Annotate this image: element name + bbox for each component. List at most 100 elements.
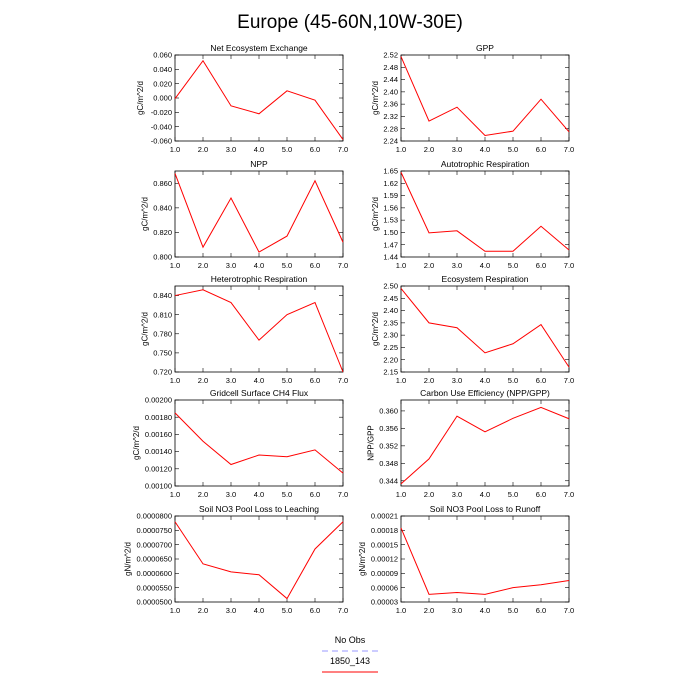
panel-title: Autotrophic Respiration bbox=[441, 159, 530, 169]
series-line bbox=[400, 56, 570, 137]
y-tick-label: 0.00015 bbox=[371, 540, 398, 549]
y-tick-label: 0.800 bbox=[153, 253, 172, 262]
x-tick-label: 4.0 bbox=[254, 261, 264, 270]
x-tick-label: 5.0 bbox=[282, 145, 292, 154]
x-tick-label: 5.0 bbox=[282, 376, 292, 385]
panel-title: Ecosystem Respiration bbox=[442, 274, 529, 284]
y-tick-label: 0.040 bbox=[153, 65, 172, 74]
y-tick-label: 2.52 bbox=[383, 51, 398, 60]
y-tick-label: 2.48 bbox=[383, 63, 398, 72]
y-tick-label: -0.040 bbox=[151, 122, 172, 131]
y-axis-label: gC/m^2/d bbox=[371, 197, 380, 231]
series-line bbox=[400, 406, 570, 485]
x-tick-label: 5.0 bbox=[508, 261, 518, 270]
y-tick-label: -0.060 bbox=[151, 137, 172, 146]
legend-label: No Obs bbox=[335, 635, 366, 645]
y-tick-label: 0.020 bbox=[153, 79, 172, 88]
x-tick-label: 3.0 bbox=[226, 261, 236, 270]
y-tick-label: 2.20 bbox=[383, 355, 398, 364]
y-tick-label: 0.0000550 bbox=[137, 583, 172, 592]
y-tick-label: 1.47 bbox=[383, 240, 398, 249]
panels-group: Net Ecosystem Exchange 1.0 2.0 3.0 4.0 5.0 6.0… bbox=[123, 43, 574, 615]
y-tick-label: 2.24 bbox=[383, 137, 398, 146]
x-tick-label: 7.0 bbox=[338, 261, 348, 270]
x-tick-label: 6.0 bbox=[310, 261, 320, 270]
x-tick-label: 6.0 bbox=[536, 376, 546, 385]
y-tick-label: 0.348 bbox=[379, 459, 398, 468]
legend-label: 1850_143 bbox=[330, 656, 370, 666]
x-tick-label: 7.0 bbox=[564, 490, 574, 499]
panel-7: Gridcell Surface CH4 Flux 1.0 2.0 3.0 4.0 5.0… bbox=[132, 388, 348, 499]
x-tick-label: 6.0 bbox=[310, 145, 320, 154]
y-tick-label: 0.860 bbox=[153, 179, 172, 188]
y-tick-label: 0.840 bbox=[153, 291, 172, 300]
plot-frame bbox=[400, 399, 570, 487]
panel-3: NPP 1.0 2.0 3.0 4.0 5.0 6.0 7.0 0.860 0.840 0.820 0… bbox=[141, 159, 349, 270]
y-tick-label: 2.30 bbox=[383, 331, 398, 340]
y-tick-label: 2.40 bbox=[383, 87, 398, 96]
panel-6: Ecosystem Respiration 1.0 2.0 3.0 4.0 5.0 6.0 7… bbox=[371, 274, 574, 385]
y-tick-label: 0.000 bbox=[153, 94, 172, 103]
x-tick-label: 1.0 bbox=[396, 145, 406, 154]
x-tick-label: 4.0 bbox=[254, 145, 264, 154]
y-tick-label: 0.00006 bbox=[371, 583, 398, 592]
panel-title: Soil NO3 Pool Loss to Leaching bbox=[199, 504, 319, 514]
panel-4: Autotrophic Respiration 1.0 2.0 3.0 4.0 5.0 6.… bbox=[371, 159, 574, 270]
series-line bbox=[174, 59, 344, 140]
x-tick-label: 3.0 bbox=[452, 490, 462, 499]
series-line bbox=[174, 289, 344, 373]
y-tick-label: 0.060 bbox=[153, 51, 172, 60]
y-tick-label: 2.32 bbox=[383, 112, 398, 121]
y-tick-label: 0.00021 bbox=[371, 512, 398, 521]
x-tick-label: 1.0 bbox=[170, 145, 180, 154]
y-tick-label: 1.62 bbox=[383, 179, 398, 188]
panel-title: Heterotrophic Respiration bbox=[211, 274, 308, 284]
x-tick-label: 5.0 bbox=[508, 490, 518, 499]
plot-frame bbox=[400, 170, 570, 258]
y-axis-label: gC/m^2/d bbox=[136, 81, 145, 115]
y-tick-label: 0.0000650 bbox=[137, 555, 172, 564]
plot-frame bbox=[174, 399, 344, 487]
y-tick-label: 0.00009 bbox=[371, 569, 398, 578]
x-tick-label: 4.0 bbox=[254, 606, 264, 615]
panel-8: Carbon Use Efficiency (NPP/GPP) 1.0 2.0 3.0… bbox=[367, 388, 575, 499]
y-tick-label: 0.352 bbox=[379, 441, 398, 450]
x-tick-label: 3.0 bbox=[452, 606, 462, 615]
x-tick-label: 7.0 bbox=[338, 376, 348, 385]
series-line bbox=[174, 412, 344, 474]
y-tick-label: 0.00012 bbox=[371, 555, 398, 564]
y-tick-label: 2.40 bbox=[383, 306, 398, 315]
plot-frame bbox=[400, 54, 570, 142]
x-tick-label: 1.0 bbox=[396, 376, 406, 385]
y-tick-label: 2.44 bbox=[383, 75, 398, 84]
x-tick-label: 1.0 bbox=[396, 490, 406, 499]
x-tick-label: 5.0 bbox=[282, 490, 292, 499]
y-tick-label: 0.810 bbox=[153, 310, 172, 319]
y-tick-label: 0.00160 bbox=[145, 430, 172, 439]
y-tick-label: 0.0000500 bbox=[137, 598, 172, 607]
x-tick-label: 5.0 bbox=[508, 376, 518, 385]
x-tick-label: 3.0 bbox=[226, 376, 236, 385]
x-tick-label: 5.0 bbox=[282, 606, 292, 615]
x-tick-label: 2.0 bbox=[198, 261, 208, 270]
x-tick-label: 4.0 bbox=[480, 261, 490, 270]
x-tick-label: 4.0 bbox=[480, 376, 490, 385]
series-line bbox=[400, 527, 570, 595]
y-tick-label: 0.0000750 bbox=[137, 526, 172, 535]
y-tick-label: 0.0000600 bbox=[137, 569, 172, 578]
y-tick-label: 0.720 bbox=[153, 368, 172, 377]
y-tick-label: -0.020 bbox=[151, 108, 172, 117]
x-tick-label: 3.0 bbox=[452, 261, 462, 270]
plot-frame bbox=[174, 170, 344, 258]
y-tick-label: 1.53 bbox=[383, 216, 398, 225]
legend: No Obs 1850_143 bbox=[322, 635, 378, 673]
x-tick-label: 2.0 bbox=[424, 606, 434, 615]
y-tick-label: 0.00140 bbox=[145, 447, 172, 456]
y-tick-label: 0.00200 bbox=[145, 396, 172, 405]
y-axis-label: gC/m^2/d bbox=[141, 312, 150, 346]
y-tick-label: 2.45 bbox=[383, 294, 398, 303]
x-tick-label: 6.0 bbox=[310, 606, 320, 615]
x-tick-label: 6.0 bbox=[536, 261, 546, 270]
x-tick-label: 1.0 bbox=[396, 606, 406, 615]
